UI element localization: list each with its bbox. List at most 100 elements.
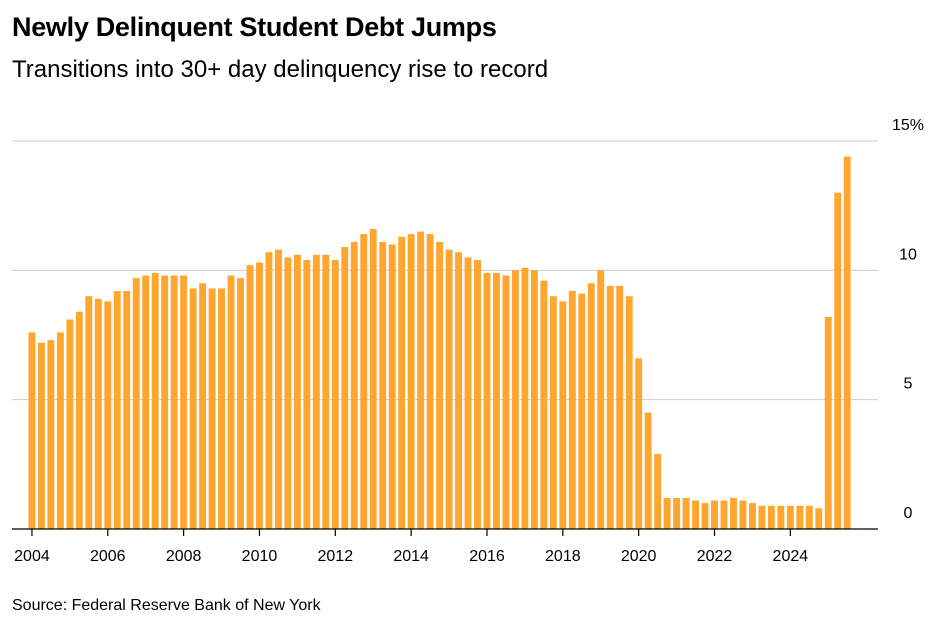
bar [94, 298, 102, 529]
bar [805, 505, 813, 529]
bar [218, 288, 225, 529]
bar [28, 332, 36, 529]
bar [426, 234, 434, 529]
x-tick-label: 2008 [166, 548, 202, 565]
bar [104, 301, 112, 529]
bar [644, 412, 652, 529]
bar [511, 270, 519, 529]
bar [455, 252, 462, 529]
x-tick-label: 2014 [393, 548, 429, 565]
chart-title: Newly Delinquent Student Debt Jumps [12, 12, 497, 42]
bar [246, 265, 254, 529]
bar [113, 291, 121, 529]
bar [711, 500, 718, 529]
bar [388, 244, 396, 529]
bar [350, 241, 358, 529]
bar [597, 270, 605, 529]
bar [407, 234, 415, 529]
bar [379, 241, 387, 529]
bar [625, 296, 633, 529]
bar [493, 272, 500, 529]
bar [189, 288, 197, 529]
bar [606, 285, 614, 529]
bar [720, 500, 728, 529]
bar [739, 500, 747, 529]
gridlines [12, 140, 878, 401]
bar [673, 497, 681, 529]
bar [56, 332, 64, 529]
bar [445, 249, 453, 529]
bar [692, 500, 699, 529]
bar [180, 275, 188, 529]
bar [616, 285, 624, 529]
bar [663, 497, 671, 529]
bar [474, 259, 481, 529]
bar [360, 234, 368, 529]
bar [540, 280, 548, 529]
bar [530, 270, 538, 529]
x-axis [12, 528, 878, 536]
bar [568, 291, 576, 529]
bar [293, 254, 301, 529]
y-tick-label: 0 [904, 505, 913, 522]
bar [256, 262, 263, 529]
x-tick-label: 2022 [697, 548, 733, 565]
bar [142, 275, 150, 529]
bar [815, 508, 823, 529]
bar [464, 257, 472, 529]
x-tick-label: 2020 [621, 548, 657, 565]
bar [796, 505, 804, 529]
x-tick-label: 2024 [773, 548, 809, 565]
bar [132, 278, 140, 529]
x-tick-label: 2010 [242, 548, 278, 565]
bar [654, 453, 662, 529]
x-axis-tick-labels: 2004 2006 2008 2010 2012 2014 2016 2018 2020 2022… [14, 548, 808, 565]
bar [66, 319, 74, 529]
bar [834, 192, 842, 529]
bar [398, 236, 406, 529]
x-tick-label: 2004 [14, 548, 50, 565]
bar [237, 278, 244, 529]
bar [284, 257, 292, 529]
bar [777, 505, 785, 529]
bar [303, 259, 311, 529]
bar [559, 301, 567, 529]
bar [341, 247, 349, 529]
y-tick-label: 5 [904, 376, 913, 393]
bar [483, 272, 491, 529]
bar [227, 275, 235, 529]
bar [843, 156, 851, 529]
source-note: Source: Federal Reserve Bank of New York [12, 597, 321, 614]
bar [75, 311, 83, 529]
bar [578, 293, 586, 529]
bar [199, 283, 207, 529]
bar [824, 316, 832, 529]
bar [635, 358, 643, 529]
bar [369, 228, 377, 530]
bar [417, 231, 425, 530]
bar [123, 291, 131, 529]
bar [748, 503, 756, 529]
bar [701, 503, 709, 529]
x-tick-label: 2018 [545, 548, 581, 565]
x-tick-label: 2016 [469, 548, 505, 565]
bar [502, 275, 510, 529]
bar [312, 254, 320, 529]
bar [786, 505, 794, 529]
bar [436, 241, 444, 529]
bar [265, 252, 273, 529]
bar [322, 254, 330, 529]
bar [549, 296, 557, 529]
bar [682, 497, 690, 529]
y-tick-label: 10 [899, 246, 917, 263]
bar [767, 505, 775, 529]
bar [47, 340, 55, 529]
bar [85, 296, 93, 529]
bar [208, 288, 216, 529]
bar [331, 259, 339, 529]
x-tick-label: 2006 [90, 548, 126, 565]
x-tick-label: 2012 [318, 548, 354, 565]
bars [28, 156, 851, 530]
bar [37, 342, 45, 529]
